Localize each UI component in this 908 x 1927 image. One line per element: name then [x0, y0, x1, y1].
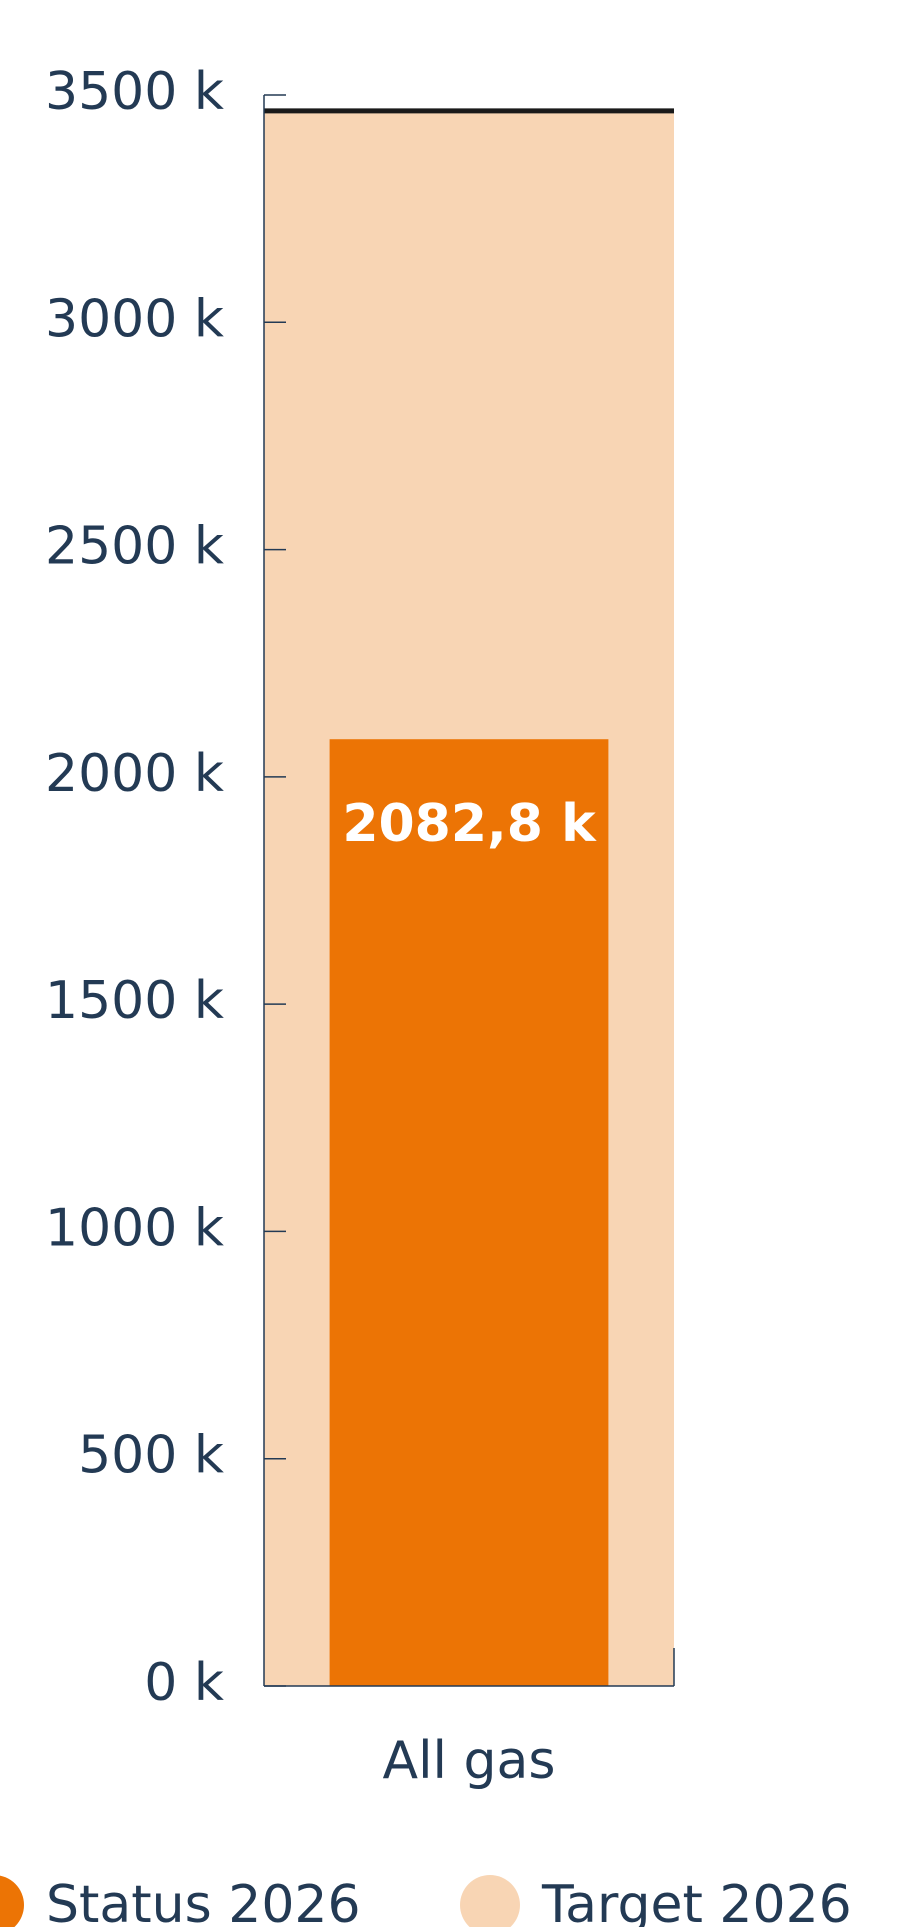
legend-swatch — [0, 1875, 24, 1927]
legend-swatch — [460, 1875, 520, 1927]
y-tick-label: 1000 k — [45, 1198, 224, 1258]
y-tick-label: 0 k — [144, 1653, 224, 1713]
y-tick-label: 3000 k — [45, 289, 224, 349]
y-tick-label: 500 k — [78, 1426, 224, 1486]
bar — [329, 739, 609, 1686]
value-label: 2082,8 k — [342, 794, 597, 854]
legend-label: Status 2026 — [46, 1875, 361, 1927]
y-tick-label: 3500 k — [45, 62, 224, 122]
y-tick-label: 2000 k — [45, 744, 224, 804]
y-tick-label: 1500 k — [45, 971, 224, 1031]
legend-label: Target 2026 — [541, 1875, 852, 1927]
x-tick-label: All gas — [383, 1731, 556, 1791]
y-tick-label: 2500 k — [45, 517, 224, 577]
